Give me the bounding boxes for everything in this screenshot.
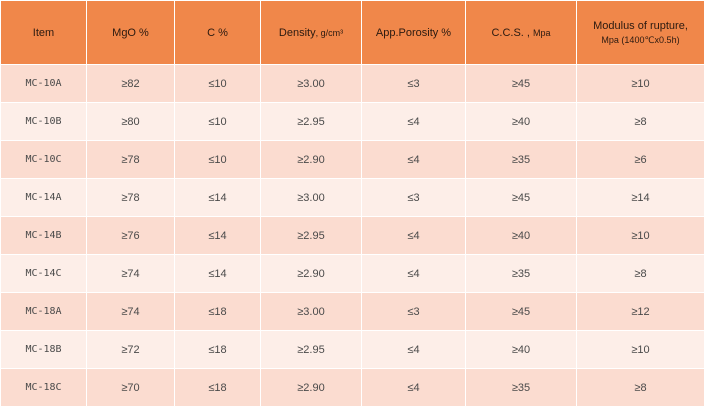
header-c: C % — [174, 0, 261, 65]
cell-item: MC-10A — [0, 64, 87, 103]
cell-c: ≤10 — [174, 64, 261, 103]
cell-density: ≥3.00 — [260, 292, 362, 331]
cell-density: ≥2.90 — [260, 368, 362, 407]
cell-modulus: ≥8 — [576, 102, 704, 141]
table-row: MC-14B ≥76 ≤14 ≥2.95 ≤4 ≥40 ≥10 — [0, 216, 704, 255]
cell-density: ≥2.95 — [260, 102, 362, 141]
cell-modulus: ≥6 — [576, 140, 704, 179]
cell-porosity: ≤4 — [361, 216, 466, 255]
cell-ccs: ≥35 — [465, 254, 577, 293]
cell-item: MC-14C — [0, 254, 87, 293]
cell-mgo: ≥74 — [86, 254, 175, 293]
cell-item: MC-14A — [0, 178, 87, 217]
header-ccs: C.C.S. , Mpa — [465, 0, 577, 65]
cell-mgo: ≥72 — [86, 330, 175, 369]
cell-ccs: ≥35 — [465, 140, 577, 179]
cell-ccs: ≥45 — [465, 292, 577, 331]
cell-porosity: ≤3 — [361, 64, 466, 103]
header-porosity: App.Porosity % — [361, 0, 466, 65]
cell-mgo: ≥78 — [86, 178, 175, 217]
cell-density: ≥2.95 — [260, 216, 362, 255]
cell-density: ≥2.90 — [260, 140, 362, 179]
cell-c: ≤10 — [174, 102, 261, 141]
cell-porosity: ≤4 — [361, 368, 466, 407]
cell-porosity: ≤4 — [361, 254, 466, 293]
cell-mgo: ≥82 — [86, 64, 175, 103]
cell-mgo: ≥76 — [86, 216, 175, 255]
table-row: MC-10C ≥78 ≤10 ≥2.90 ≤4 ≥35 ≥6 — [0, 140, 704, 179]
header-row: Item MgO % C % Density, g/cm³ App.Porosi… — [0, 0, 704, 65]
cell-porosity: ≤4 — [361, 140, 466, 179]
cell-modulus: ≥14 — [576, 178, 704, 217]
cell-c: ≤18 — [174, 292, 261, 331]
table-row: MC-14C ≥74 ≤14 ≥2.90 ≤4 ≥35 ≥8 — [0, 254, 704, 293]
cell-mgo: ≥80 — [86, 102, 175, 141]
header-density: Density, g/cm³ — [260, 0, 362, 65]
cell-modulus: ≥8 — [576, 368, 704, 407]
cell-ccs: ≥45 — [465, 178, 577, 217]
cell-item: MC-18B — [0, 330, 87, 369]
cell-porosity: ≤3 — [361, 178, 466, 217]
table-row: MC-18C ≥70 ≤18 ≥2.90 ≤4 ≥35 ≥8 — [0, 368, 704, 407]
table-row: MC-10B ≥80 ≤10 ≥2.95 ≤4 ≥40 ≥8 — [0, 102, 704, 141]
cell-c: ≤18 — [174, 330, 261, 369]
cell-ccs: ≥45 — [465, 64, 577, 103]
cell-c: ≤18 — [174, 368, 261, 407]
cell-density: ≥2.95 — [260, 330, 362, 369]
cell-mgo: ≥74 — [86, 292, 175, 331]
table-row: MC-18B ≥72 ≤18 ≥2.95 ≤4 ≥40 ≥10 — [0, 330, 704, 369]
cell-item: MC-18A — [0, 292, 87, 331]
cell-c: ≤14 — [174, 216, 261, 255]
cell-c: ≤14 — [174, 178, 261, 217]
cell-ccs: ≥35 — [465, 368, 577, 407]
cell-item: MC-18C — [0, 368, 87, 407]
cell-ccs: ≥40 — [465, 102, 577, 141]
cell-modulus: ≥8 — [576, 254, 704, 293]
cell-modulus: ≥10 — [576, 216, 704, 255]
table-body: MC-10A ≥82 ≤10 ≥3.00 ≤3 ≥45 ≥10 MC-10B ≥80 ≤10 ≥2.… — [0, 64, 704, 407]
cell-ccs: ≥40 — [465, 216, 577, 255]
cell-modulus: ≥10 — [576, 330, 704, 369]
cell-density: ≥3.00 — [260, 64, 362, 103]
header-modulus: Modulus of rupture, Mpa (1400℃x0.5h) — [576, 0, 704, 65]
cell-porosity: ≤3 — [361, 292, 466, 331]
cell-porosity: ≤4 — [361, 102, 466, 141]
cell-item: MC-10C — [0, 140, 87, 179]
cell-c: ≤14 — [174, 254, 261, 293]
cell-item: MC-10B — [0, 102, 87, 141]
cell-mgo: ≥70 — [86, 368, 175, 407]
cell-ccs: ≥40 — [465, 330, 577, 369]
cell-porosity: ≤4 — [361, 330, 466, 369]
cell-mgo: ≥78 — [86, 140, 175, 179]
table-row: MC-14A ≥78 ≤14 ≥3.00 ≤3 ≥45 ≥14 — [0, 178, 704, 217]
cell-item: MC-14B — [0, 216, 87, 255]
cell-density: ≥2.90 — [260, 254, 362, 293]
table-row: MC-10A ≥82 ≤10 ≥3.00 ≤3 ≥45 ≥10 — [0, 64, 704, 103]
table-row: MC-18A ≥74 ≤18 ≥3.00 ≤3 ≥45 ≥12 — [0, 292, 704, 331]
header-item: Item — [0, 0, 87, 65]
cell-modulus: ≥12 — [576, 292, 704, 331]
cell-density: ≥3.00 — [260, 178, 362, 217]
cell-c: ≤10 — [174, 140, 261, 179]
cell-modulus: ≥10 — [576, 64, 704, 103]
header-mgo: MgO % — [86, 0, 175, 65]
